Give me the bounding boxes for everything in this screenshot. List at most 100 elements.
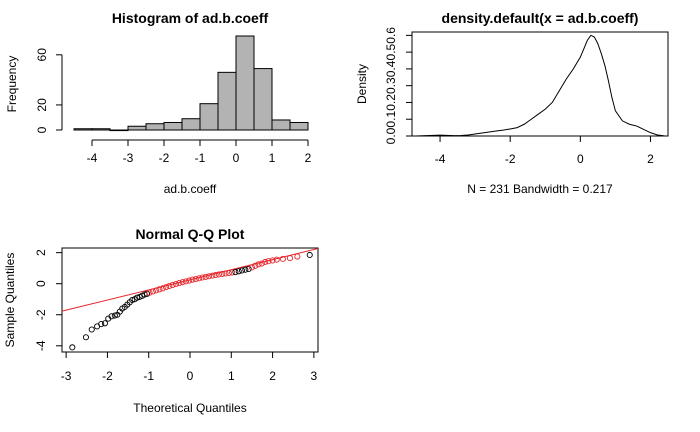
density-y-tick-label: 0.6 xyxy=(384,27,398,44)
histogram-bar xyxy=(109,129,129,132)
density-x-tick-label: -2 xyxy=(505,152,516,166)
histogram-bars xyxy=(73,35,309,132)
qq-point xyxy=(111,312,118,319)
qq-point xyxy=(222,270,229,277)
histogram-x-tick-label: -2 xyxy=(159,151,170,165)
histogram-bar xyxy=(163,121,183,131)
qq-x-tick-label: 3 xyxy=(311,369,318,383)
qq-point xyxy=(269,257,276,264)
qq-point xyxy=(248,264,255,271)
qq-point xyxy=(242,266,249,273)
density-y-tick-label: 0.4 xyxy=(384,60,398,77)
qq-point xyxy=(205,273,213,280)
qq-panel: Normal Q-Q Plot -3 -2 -1 0 1 2 3 -4 -2 0 2 Theore… xyxy=(3,226,319,415)
qq-point xyxy=(252,262,259,269)
qq-x-tick-label: -2 xyxy=(102,369,113,383)
qq-point xyxy=(273,256,280,263)
qq-point xyxy=(163,284,170,291)
density-x-tick-label: -4 xyxy=(435,152,446,166)
histogram-bar xyxy=(91,128,111,131)
density-y-tick-label: 0.3 xyxy=(384,77,398,94)
histogram-x-tick-label: -4 xyxy=(87,151,98,165)
qq-point xyxy=(245,265,252,273)
qq-point xyxy=(176,280,183,287)
histogram-y-axis: 0 20 60 xyxy=(35,48,63,133)
qq-x-tick-label: 1 xyxy=(228,369,235,383)
qq-point xyxy=(225,269,232,277)
qq-point xyxy=(146,289,153,296)
qq-point xyxy=(101,320,108,327)
qq-point xyxy=(212,271,219,279)
qq-point xyxy=(232,269,239,276)
histogram-x-label: ad.b.coeff xyxy=(164,182,217,196)
qq-point xyxy=(255,261,262,268)
density-y-label: Density xyxy=(355,64,369,104)
histogram-x-tick-label: 2 xyxy=(305,151,312,165)
density-x-tick-label: 2 xyxy=(647,152,654,166)
qq-point xyxy=(166,282,173,290)
qq-x-label: Theoretical Quantiles xyxy=(133,401,246,415)
density-curve xyxy=(415,34,665,137)
histogram-bar xyxy=(199,103,219,131)
density-y-tick-label: 0.5 xyxy=(384,43,398,60)
density-y-tick-label: 0.0 xyxy=(384,127,398,144)
qq-point xyxy=(258,260,265,267)
histogram-x-tick-label: -3 xyxy=(123,151,134,165)
density-y-tick-label: 0.2 xyxy=(384,94,398,111)
qq-point xyxy=(98,321,105,328)
density-x-label: N = 231 Bandwidth = 0.217 xyxy=(467,182,613,196)
qq-point xyxy=(69,344,76,351)
histogram-panel: Histogram of ad.b.coeff -4 -3 -2 -1 0 1 2 0 20 6… xyxy=(5,10,312,196)
density-title: density.default(x = ad.b.coeff) xyxy=(442,10,639,26)
qq-point xyxy=(156,286,163,293)
qq-y-tick-label: 2 xyxy=(34,249,48,256)
density-y-tick-label: 0.1 xyxy=(384,111,398,128)
qq-x-axis: -3 -2 -1 0 1 2 3 xyxy=(61,351,318,383)
qq-x-tick-label: -3 xyxy=(61,369,72,383)
qq-point xyxy=(149,288,156,295)
qq-point xyxy=(215,271,222,278)
histogram-bar xyxy=(181,118,201,131)
density-y-axis: 0.00.10.20.30.40.50.6 xyxy=(384,27,412,144)
qq-point xyxy=(129,296,136,304)
histogram-x-tick-label: 1 xyxy=(269,151,276,165)
qq-point xyxy=(265,258,272,265)
histogram-bar xyxy=(217,71,237,131)
histogram-x-tick-label: -1 xyxy=(195,151,206,165)
qq-point xyxy=(82,334,89,341)
qq-y-tick-label: -2 xyxy=(34,309,48,320)
histogram-bar xyxy=(235,35,255,131)
qq-point xyxy=(262,258,269,266)
qq-point xyxy=(306,251,313,259)
qq-title: Normal Q-Q Plot xyxy=(136,226,245,242)
histogram-y-tick-label: 60 xyxy=(35,48,49,62)
qq-point xyxy=(179,279,186,286)
density-plot-box xyxy=(411,31,669,137)
histogram-bar xyxy=(73,128,93,131)
histogram-bar xyxy=(253,68,273,131)
histogram-y-tick-label: 20 xyxy=(35,98,49,112)
qq-y-axis: -4 -2 0 2 xyxy=(34,249,62,351)
histogram-bar xyxy=(271,119,291,131)
qq-point xyxy=(238,267,246,274)
qq-point xyxy=(108,313,115,320)
qq-point xyxy=(202,273,209,280)
qq-x-tick-label: 0 xyxy=(187,369,194,383)
qq-x-tick-label: 2 xyxy=(269,369,276,383)
qq-point xyxy=(189,276,196,283)
qq-y-label: Sample Quantiles xyxy=(3,253,17,348)
qq-point xyxy=(172,280,180,288)
histogram-y-label: Frequency xyxy=(5,56,19,113)
density-x-tick-label: 0 xyxy=(577,152,584,166)
qq-point xyxy=(159,285,166,292)
qq-points xyxy=(69,251,313,351)
histogram-title: Histogram of ad.b.coeff xyxy=(112,10,269,26)
qq-plot-box xyxy=(61,247,319,353)
qq-point xyxy=(294,253,301,260)
qq-point xyxy=(235,268,242,275)
qq-point xyxy=(196,275,203,282)
qq-point xyxy=(186,277,193,284)
qq-point xyxy=(279,255,286,262)
qq-point xyxy=(88,326,95,333)
